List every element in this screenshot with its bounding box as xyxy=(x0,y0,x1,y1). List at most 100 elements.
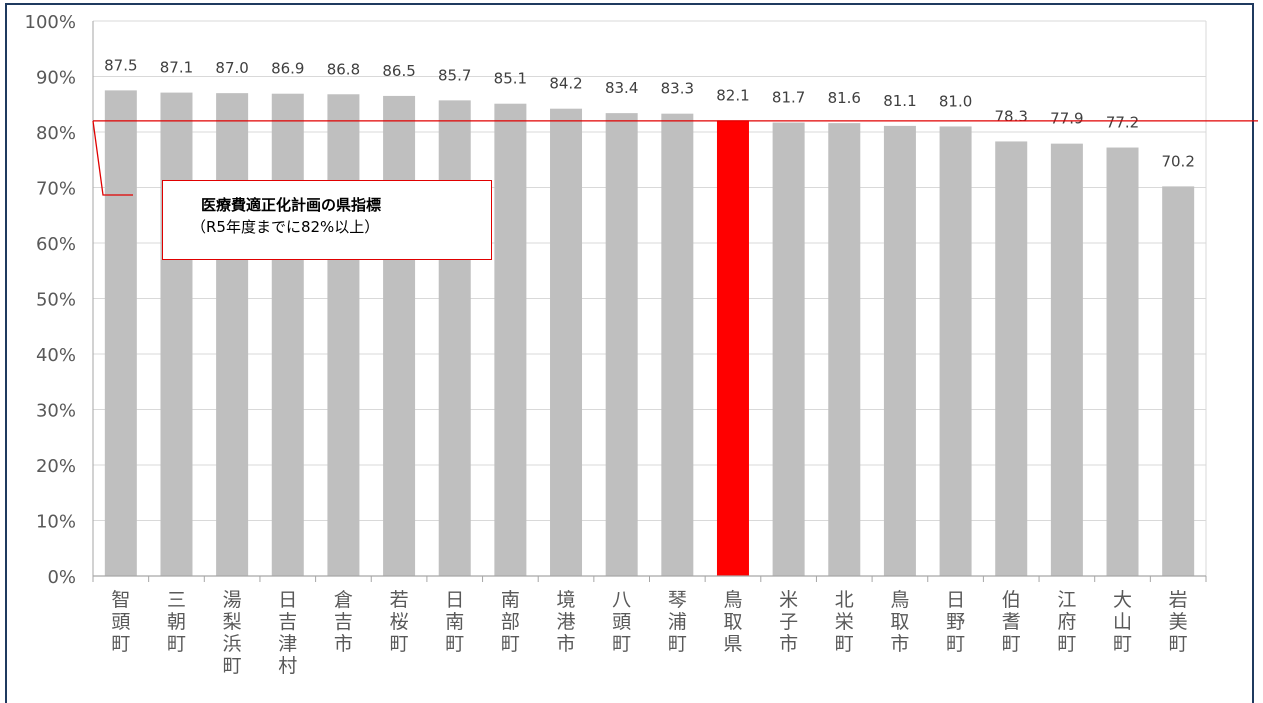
x-label-char: 県 xyxy=(723,633,742,655)
x-label-char: 港 xyxy=(557,611,576,633)
bar xyxy=(494,103,527,576)
x-category-label: 智頭町 xyxy=(111,589,130,655)
x-label-char: 頭 xyxy=(111,611,130,633)
y-tick-label: 60% xyxy=(36,234,76,255)
data-label: 81.1 xyxy=(883,92,916,110)
data-label: 86.8 xyxy=(327,60,360,78)
x-label-char: 町 xyxy=(612,633,631,655)
x-label-char: 取 xyxy=(890,611,909,633)
x-category-label: 日吉津村 xyxy=(278,589,297,677)
x-label-char: 智 xyxy=(111,589,130,611)
x-category-label: 鳥取県 xyxy=(723,589,742,655)
x-label-char: 吉 xyxy=(334,611,353,633)
x-label-char: 南 xyxy=(501,589,520,611)
x-category-label: 大山町 xyxy=(1113,589,1132,655)
y-tick-label: 20% xyxy=(36,456,76,477)
data-label: 85.1 xyxy=(494,70,527,88)
y-tick-label: 40% xyxy=(36,345,76,366)
x-label-char: 市 xyxy=(557,633,576,655)
x-label-char: 米 xyxy=(779,589,798,611)
x-category-label: 江府町 xyxy=(1057,589,1076,655)
x-label-char: 日 xyxy=(946,589,965,611)
x-label-char: 三 xyxy=(167,589,186,611)
data-label: 86.5 xyxy=(382,62,415,80)
data-label: 82.1 xyxy=(716,86,749,104)
x-label-char: 美 xyxy=(1169,611,1188,633)
x-category-label: 南部町 xyxy=(501,589,520,655)
x-category-label: 北栄町 xyxy=(835,589,854,655)
data-label: 85.7 xyxy=(438,66,471,84)
x-category-label: 八頭町 xyxy=(612,589,631,655)
x-category-label: 伯耆町 xyxy=(1002,589,1021,655)
x-category-label: 倉吉市 xyxy=(334,589,353,655)
x-label-char: 村 xyxy=(278,655,297,677)
x-label-char: 町 xyxy=(501,633,520,655)
x-label-char: 浜 xyxy=(223,633,242,655)
bar xyxy=(438,100,471,577)
x-label-char: 栄 xyxy=(835,611,854,633)
data-label: 77.9 xyxy=(1050,110,1083,128)
x-label-char: 若 xyxy=(390,589,409,611)
bar xyxy=(605,113,638,576)
x-label-char: 江 xyxy=(1057,589,1076,611)
x-category-label: 琴浦町 xyxy=(668,589,687,655)
data-label: 87.1 xyxy=(160,59,193,77)
x-category-label: 日南町 xyxy=(445,589,464,655)
data-label: 84.2 xyxy=(549,75,582,93)
x-label-char: 町 xyxy=(1002,633,1021,655)
x-label-char: 津 xyxy=(278,633,297,655)
x-label-char: 山 xyxy=(1113,611,1132,633)
bar xyxy=(216,93,249,577)
x-label-char: 岩 xyxy=(1169,589,1188,611)
x-label-char: 境 xyxy=(557,589,576,611)
x-label-char: 町 xyxy=(1113,633,1132,655)
x-label-char: 町 xyxy=(835,633,854,655)
bar xyxy=(383,95,416,577)
bar xyxy=(327,94,360,576)
x-category-label: 若桜町 xyxy=(390,589,409,655)
data-label: 81.7 xyxy=(772,89,805,107)
x-label-char: 取 xyxy=(723,611,742,633)
y-tick-label: 80% xyxy=(36,123,76,144)
x-label-char: 町 xyxy=(946,633,965,655)
bar xyxy=(995,141,1028,576)
data-label: 70.2 xyxy=(1161,152,1194,170)
bar xyxy=(1106,147,1139,577)
x-label-char: 朝 xyxy=(167,611,186,633)
bar xyxy=(772,122,805,576)
x-label-char: 町 xyxy=(167,633,186,655)
bar xyxy=(1050,143,1083,576)
x-label-char: 町 xyxy=(1057,633,1076,655)
data-label: 81.0 xyxy=(939,92,972,110)
x-label-char: 湯 xyxy=(223,589,242,611)
target-callout: 医療費適正化計画の県指標 （R5年度までに82%以上） xyxy=(162,180,492,260)
bar xyxy=(271,93,304,576)
x-category-label: 岩美町 xyxy=(1169,589,1188,655)
x-label-char: 桜 xyxy=(390,611,409,633)
bar xyxy=(160,92,193,576)
y-tick-label: 0% xyxy=(47,567,76,588)
x-label-char: 市 xyxy=(890,633,909,655)
x-label-char: 町 xyxy=(111,633,130,655)
x-category-label: 境港市 xyxy=(557,589,576,655)
x-label-char: 梨 xyxy=(223,611,242,633)
x-label-char: 頭 xyxy=(612,611,631,633)
bar xyxy=(661,113,694,576)
x-label-char: 鳥 xyxy=(890,589,909,611)
x-category-label: 湯梨浜町 xyxy=(223,589,242,677)
x-label-char: 町 xyxy=(445,633,464,655)
target-line-group xyxy=(92,120,1258,196)
callout-leader xyxy=(92,120,133,196)
x-label-char: 吉 xyxy=(278,611,297,633)
x-category-label: 米子市 xyxy=(779,589,798,655)
x-label-char: 市 xyxy=(779,633,798,655)
callout-title: 医療費適正化計画の県指標 xyxy=(201,196,382,214)
x-category-label: 三朝町 xyxy=(167,589,186,655)
highlight-bar xyxy=(716,120,749,576)
x-label-char: 町 xyxy=(1169,633,1188,655)
y-tick-label: 90% xyxy=(36,68,76,89)
x-label-char: 南 xyxy=(445,611,464,633)
axes: 0%10%20%30%40%50%60%70%80%90%100%智頭町三朝町湯… xyxy=(25,12,1207,677)
bar xyxy=(1162,186,1195,576)
